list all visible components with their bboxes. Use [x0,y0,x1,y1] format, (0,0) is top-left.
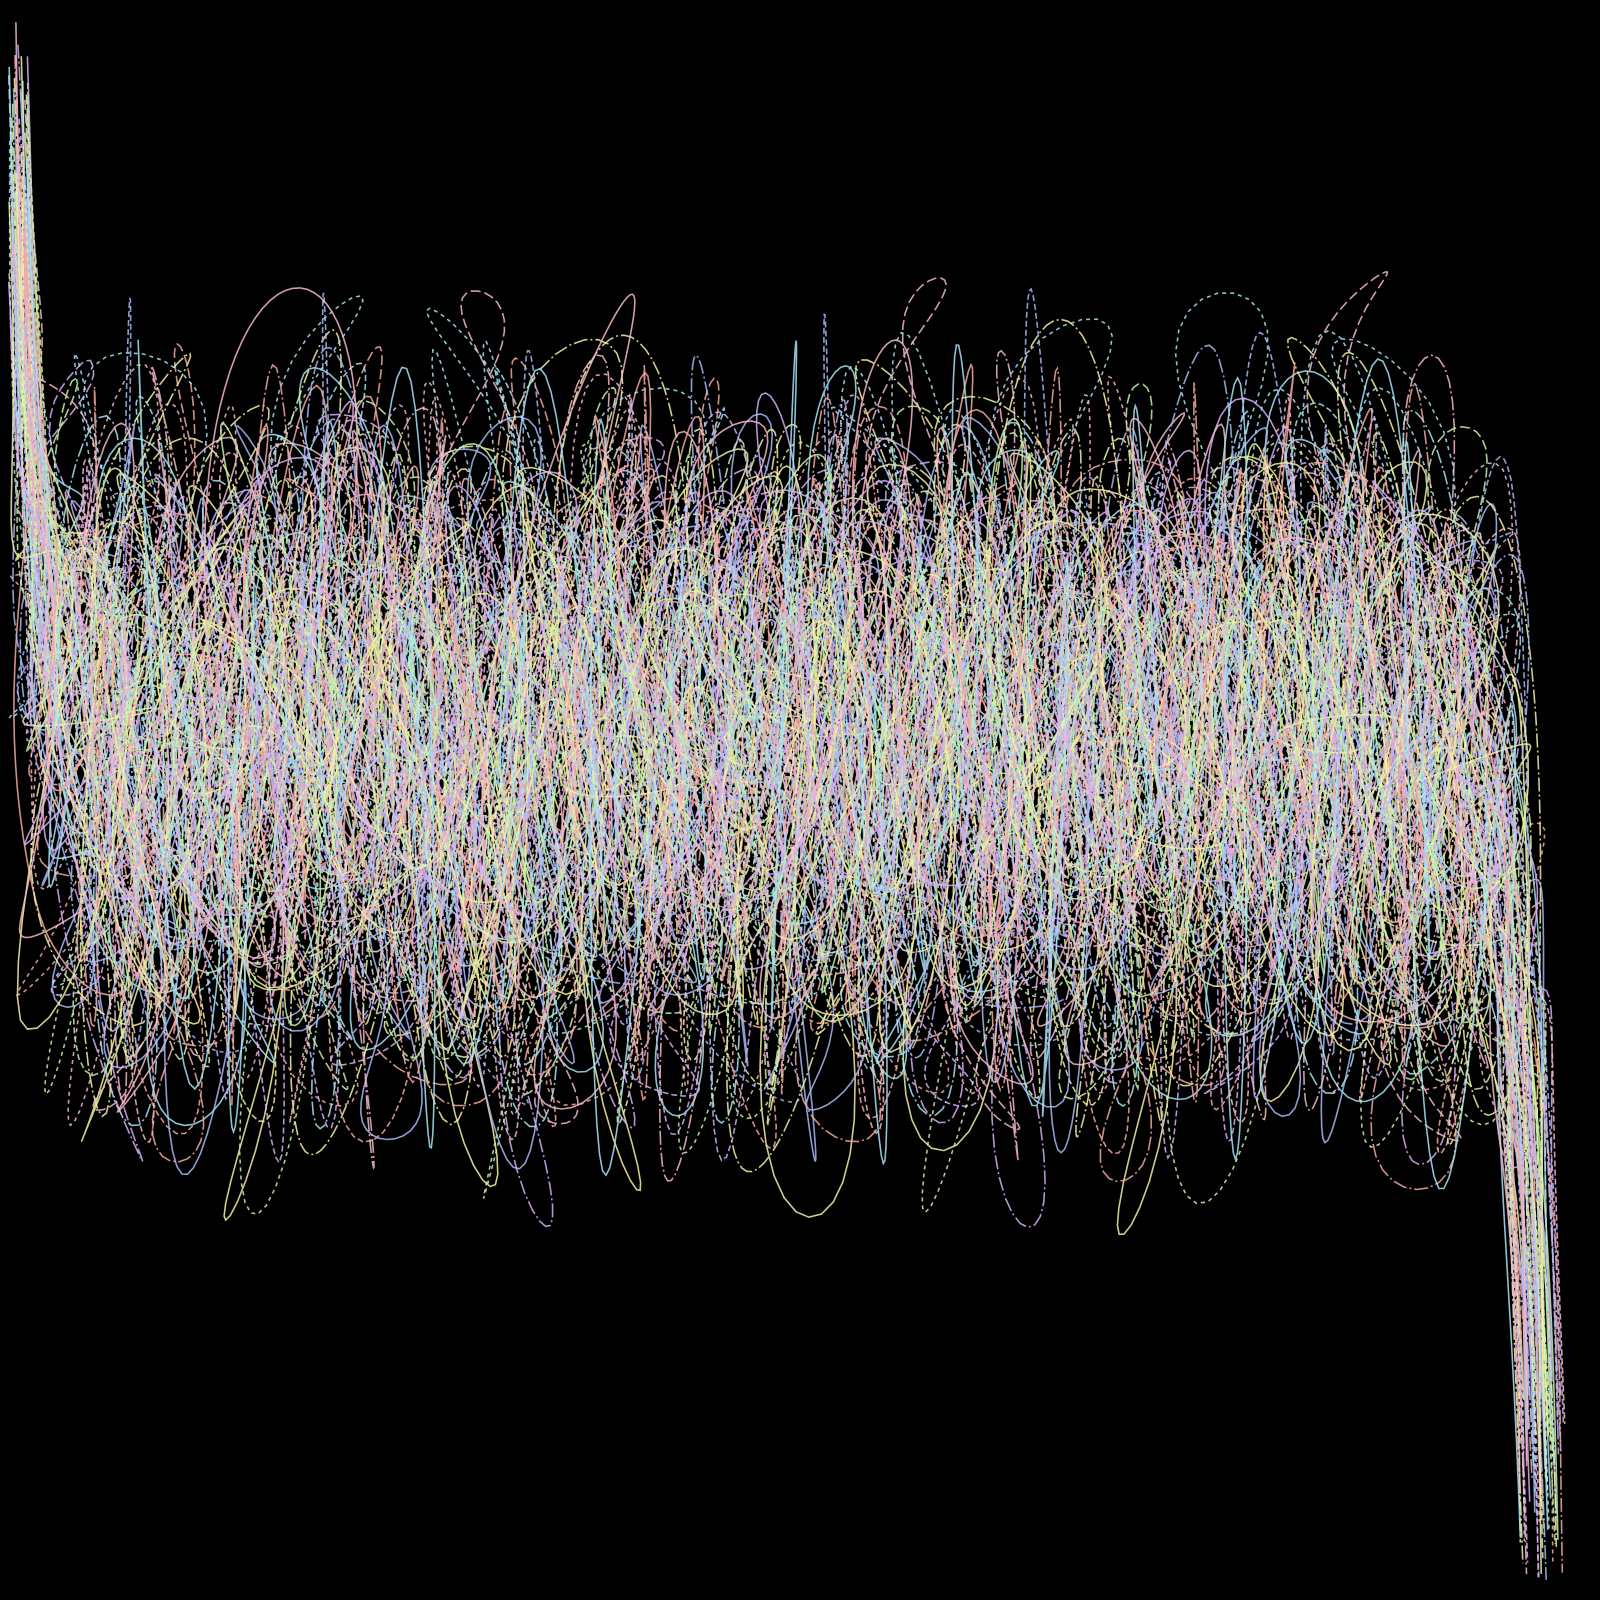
curve [16,181,1524,1564]
curve [25,159,1549,1530]
curve [18,118,1539,1577]
curve [13,244,1529,1421]
curve [12,278,1536,1492]
curve [12,174,1547,1479]
curve [9,171,1542,1433]
curve [20,153,1537,1435]
curve [11,103,1554,1460]
curve [20,135,1536,1389]
curve [14,54,1546,1422]
curve [11,230,1553,1382]
curve [22,260,1530,1386]
curve [23,184,1534,1405]
curve [9,314,1540,1579]
curve [21,308,1522,1447]
curve [11,241,1529,1563]
curve-group [7,22,1566,1580]
curve [24,203,1562,1398]
